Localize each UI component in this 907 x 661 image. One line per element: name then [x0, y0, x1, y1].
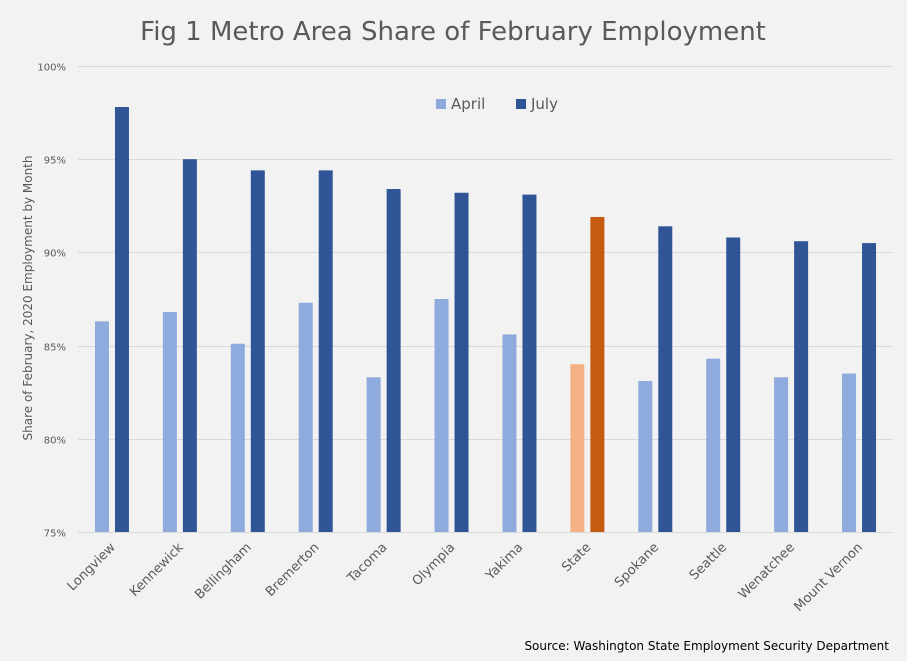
bar-july-tacoma	[386, 189, 401, 533]
y-tick-label: 90%	[44, 249, 66, 260]
x-tick-label-spokane: Spokane	[612, 540, 662, 590]
legend-swatch-april	[436, 99, 446, 109]
bar-july-wenatchee	[794, 241, 809, 532]
legend-swatch-july	[516, 99, 526, 109]
bar-july-seattle	[726, 237, 741, 532]
bar-april-bellingham	[230, 343, 245, 532]
bar-april-yakima	[502, 334, 517, 532]
gridlines	[78, 66, 893, 533]
x-tick-label-state: State	[559, 540, 594, 575]
bar-july-bellingham	[250, 170, 265, 532]
bar-april-olympia	[434, 299, 449, 532]
bar-april-spokane	[638, 381, 653, 532]
bar-april-tacoma	[366, 377, 381, 532]
bar-april-state	[570, 364, 585, 532]
y-axis-label: Share of February, 2020 Employment by Mo…	[21, 156, 35, 441]
bar-april-kennewick	[162, 312, 177, 532]
chart-title: Fig 1 Metro Area Share of February Emplo…	[140, 17, 766, 47]
bar-july-spokane	[658, 226, 673, 532]
y-tick-label: 100%	[37, 63, 66, 74]
bar-april-longview	[94, 321, 109, 532]
bar-april-wenatchee	[774, 377, 789, 532]
x-tick-label-longview: Longview	[65, 540, 119, 594]
bar-july-state	[590, 216, 605, 532]
y-axis-ticks: 75% 80% 85% 90% 95% 100%	[37, 63, 66, 540]
bar-april-mount-vernon	[842, 373, 857, 532]
x-tick-label-kennewick: Kennewick	[127, 540, 187, 600]
bar-july-bremerton	[318, 170, 333, 532]
x-tick-label-mount-vernon: Mount Vernon	[791, 540, 865, 614]
x-tick-label-wenatchee: Wenatchee	[736, 540, 798, 602]
bar-april-seattle	[706, 358, 721, 532]
x-axis-ticks: Longview Kennewick Bellingham Bremerton Taco…	[65, 540, 866, 615]
y-tick-label: 75%	[44, 529, 66, 540]
bar-july-olympia	[454, 192, 469, 532]
x-tick-label-yakima: Yakima	[483, 540, 527, 584]
x-tick-label-olympia: Olympia	[410, 540, 459, 589]
bar-july-mount-vernon	[862, 243, 877, 532]
legend-label-july: July	[530, 95, 558, 113]
bar-april-bremerton	[298, 302, 313, 532]
x-tick-label-seattle: Seattle	[687, 540, 730, 583]
y-tick-label: 85%	[44, 343, 66, 354]
y-tick-label: 80%	[44, 436, 66, 447]
legend-label-april: April	[451, 95, 485, 113]
source-note: Source: Washington State Employment Secu…	[524, 639, 889, 653]
x-tick-label-bremerton: Bremerton	[263, 540, 323, 600]
legend: April July	[436, 95, 558, 113]
bar-july-longview	[114, 107, 129, 533]
bars	[94, 107, 877, 533]
bar-july-yakima	[522, 194, 537, 532]
x-tick-label-bellingham: Bellingham	[192, 540, 254, 602]
y-tick-label: 95%	[44, 156, 66, 167]
x-tick-label-tacoma: Tacoma	[344, 540, 390, 586]
bar-july-kennewick	[182, 159, 197, 532]
